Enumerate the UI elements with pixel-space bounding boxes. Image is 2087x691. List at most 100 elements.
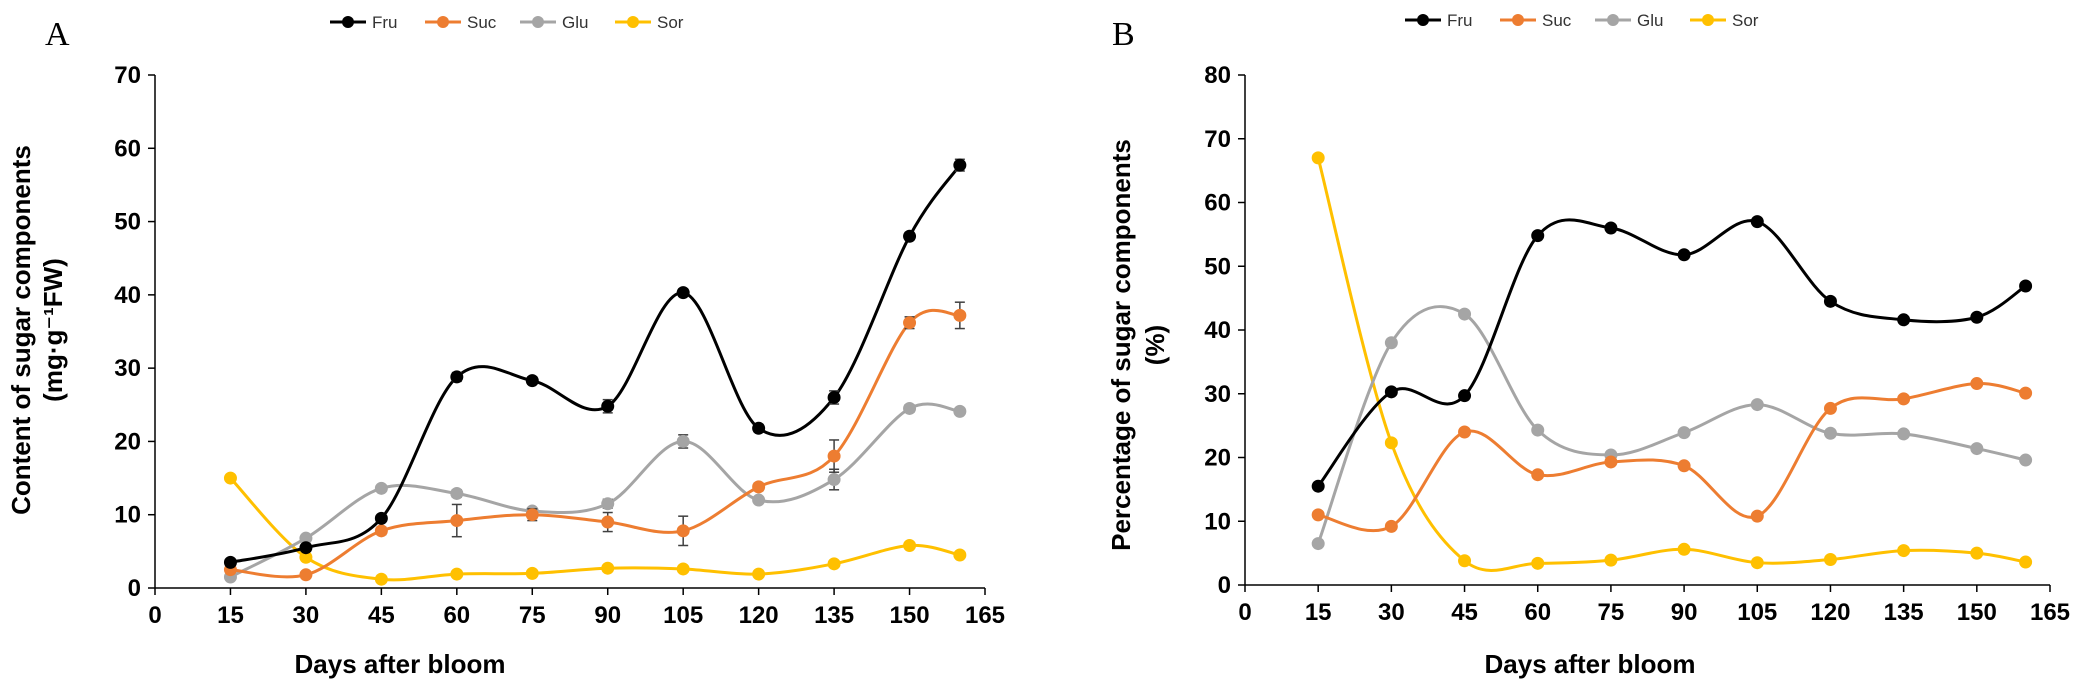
y-tick-label: 20 [114,428,141,455]
y-axis-title-b-line2: (%) [1140,325,1170,365]
data-point-suc [450,514,464,528]
data-point-sor [1458,554,1472,568]
x-tick-label: 45 [368,602,395,629]
data-point-sor [223,471,237,485]
legend-b: Fru Suc Glu Sor [1405,11,1759,30]
x-tick-label: 60 [443,602,470,629]
data-point-suc [953,308,967,322]
data-point-sor [953,548,967,562]
data-point-fru [223,555,237,569]
x-tick-label: 45 [1451,599,1478,626]
data-point-fru [827,390,841,404]
legend-a: Fru Suc Glu Sor [330,13,684,32]
legend-item-sor: Sor [1690,11,1759,30]
legend-label: Fru [1447,11,1473,30]
x-tick-label: 30 [1378,599,1405,626]
data-point-sor [1531,556,1545,570]
legend-marker [437,16,449,28]
data-point-glu [1384,336,1398,350]
data-point-suc [903,316,917,330]
y-tick-label: 60 [1204,190,1231,217]
data-point-sor [752,567,766,581]
y-axis-title-a-line2: (mg·g⁻¹FW) [38,258,68,402]
legend-item-fru: Fru [1405,11,1473,30]
data-point-fru [676,286,690,300]
x-axis-title-a: Days after bloom [295,649,506,679]
data-point-fru [1458,389,1472,403]
data-point-sor [1970,546,1984,560]
data-point-fru [1604,221,1618,235]
data-point-glu [1311,537,1325,551]
data-point-sor [2019,555,2033,569]
legend-label: Glu [1637,11,1663,30]
legend-marker [1512,14,1524,26]
plot-area-a: 0 10 20 30 40 50 60 70 0 15 30 45 60 75 90 105 120 135 150… [114,62,1005,629]
y-tick-label: 10 [114,502,141,529]
data-point-fru [450,370,464,384]
y-axis-title-b-line1: Percentage of sugar components [1106,139,1136,551]
x-tick-label: 15 [217,602,244,629]
x-tick-label: 75 [519,602,546,629]
series-fru-a [223,158,967,569]
y-tick-label: 0 [1218,572,1231,599]
data-point-sor [1677,542,1691,556]
y-tick-label: 70 [114,62,141,89]
data-point-glu [601,497,615,511]
x-axis-title-b: Days after bloom [1485,649,1696,679]
x-tick-label: 90 [594,602,621,629]
y-tick-label: 40 [1204,317,1231,344]
x-tick-label: 15 [1305,599,1332,626]
data-point-glu [827,473,841,487]
data-point-fru [299,541,313,555]
panel-b-letter: B [1112,16,1135,53]
data-point-suc [1311,508,1325,522]
y-axis-title-a-line1: Content of sugar components [6,145,36,515]
plot-area-b: 0 10 20 30 40 50 60 70 80 0 15 30 45 60 75 90 105 120 135 1… [1204,62,2070,626]
data-point-suc [1384,519,1398,533]
data-point-glu [1750,398,1764,412]
legend-marker [342,16,354,28]
data-point-glu [2019,453,2033,467]
series-glu-b [1311,305,2033,551]
x-tick-label: 105 [663,602,703,629]
data-point-fru [374,511,388,525]
series-suc-a [223,301,967,582]
data-point-suc [1750,509,1764,523]
data-point-suc [1531,468,1545,482]
data-point-fru [1897,313,1911,327]
data-point-glu [1823,426,1837,440]
data-point-sor [1311,151,1325,165]
y-tick-label: 30 [114,355,141,382]
legend-marker [1417,14,1429,26]
data-point-fru [2019,279,2033,293]
y-tick-label: 50 [114,209,141,236]
x-tick-label: 165 [965,602,1005,629]
legend-marker [1702,14,1714,26]
legend-label: Glu [562,13,588,32]
x-tick-label: 150 [1957,599,1997,626]
data-point-glu [1970,442,1984,456]
data-point-fru [1531,229,1545,243]
data-point-glu [752,493,766,507]
data-point-suc [676,524,690,538]
data-point-fru [1677,248,1691,262]
legend-item-suc: Suc [1500,11,1572,30]
data-point-sor [450,567,464,581]
legend-item-glu: Glu [520,13,588,32]
data-point-fru [525,374,539,388]
data-point-glu [1897,427,1911,441]
data-point-suc [752,480,766,494]
data-point-sor [1384,436,1398,450]
data-point-fru [953,158,967,172]
data-point-suc [827,449,841,463]
legend-label: Suc [467,13,497,32]
x-tick-label: 60 [1524,599,1551,626]
y-tick-label: 40 [114,282,141,309]
series-fru-b [1311,215,2033,493]
data-point-fru [1311,479,1325,493]
data-point-sor [1823,553,1837,566]
data-point-fru [1750,215,1764,229]
series-line-suc [230,308,961,579]
x-tick-label: 135 [1884,599,1924,626]
